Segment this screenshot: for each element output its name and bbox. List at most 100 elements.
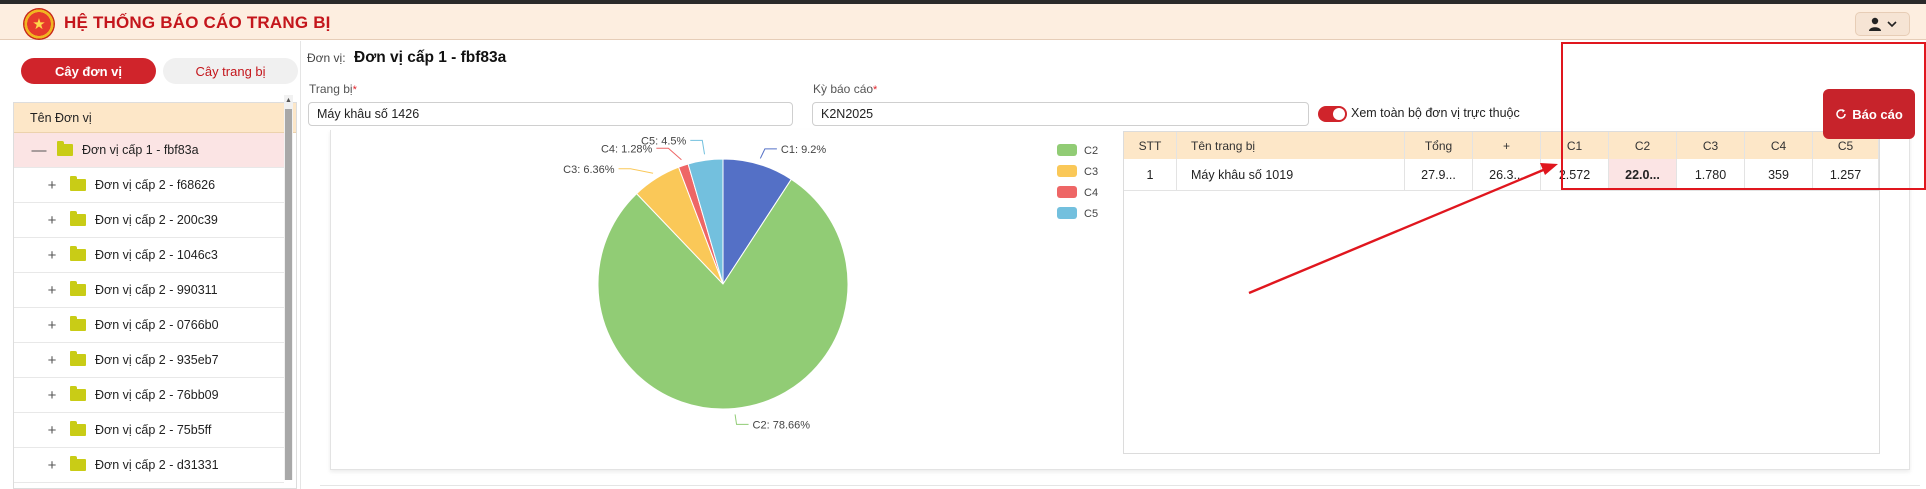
tree-node-label: Đơn vị cấp 2 - d31331 [95,458,219,472]
pie-label-line [690,139,706,155]
equipment-label: Trang bị* [309,82,357,96]
tree-node-label: Đơn vị cấp 2 - 935eb7 [95,353,219,367]
tree-node-label: Đơn vị cấp 2 - 1046c3 [95,248,218,262]
pie-label-line [759,148,777,159]
tree-node-child[interactable]: + Đơn vị cấp 2 - 75b5ff [14,413,284,448]
tree-scrollbar[interactable]: ▲ [284,95,293,480]
tree-node-label: Đơn vị cấp 2 - 75b5ff [95,423,212,437]
tree-node-label: Đơn vị cấp 2 - 76bb09 [95,388,219,402]
tab-unit-tree[interactable]: Cây đơn vị [21,58,156,84]
tree-node-child[interactable]: + Đơn vị cấp 2 - d31331 [14,448,284,483]
legend-label[interactable]: C5 [1084,208,1098,220]
tree-column-header: Tên Đơn vị [14,103,296,133]
column-header[interactable]: C4 [1745,132,1813,159]
tree-node-child[interactable]: + Đơn vị cấp 2 - 76bb09 [14,378,284,413]
legend-swatch[interactable] [1057,186,1077,198]
folder-icon [70,386,86,401]
legend-label[interactable]: C2 [1084,145,1098,157]
folder-icon [70,316,86,331]
sidebar: Cây đơn vị Cây trang bị Tên Đơn vị — Đơn… [0,41,300,489]
tree-node-label: Đơn vị cấp 1 - fbf83a [82,143,199,157]
pie-data-label: C3: 6.36% [563,164,615,176]
expand-icon[interactable]: + [47,351,57,369]
table-cell: 22.0... [1609,159,1677,190]
pie-label-line [656,147,682,161]
folder-icon [70,456,86,471]
expand-icon[interactable]: + [47,281,57,299]
app-title: HỆ THỐNG BÁO CÁO TRANG BỊ [64,13,331,32]
user-menu-button[interactable] [1855,12,1910,36]
column-header[interactable]: STT [1124,132,1177,159]
pie-data-label: C2: 78.66% [753,419,811,431]
legend-label[interactable]: C3 [1084,166,1098,178]
report-button-label: Báo cáo [1852,106,1903,122]
pie-label-line [734,414,749,425]
tree-node-child[interactable]: + Đơn vị cấp 2 - f68626 [14,168,284,203]
table-header-row: STT Tên trang bị Tổng + C1 C2 C3 C4 C5 [1124,132,1879,159]
folder-icon [57,141,73,156]
tree-node-label: Đơn vị cấp 2 - 990311 [95,283,218,297]
chevron-down-icon [1887,21,1897,28]
required-mark: * [352,84,357,96]
column-header[interactable]: C2 [1609,132,1677,159]
folder-icon [70,281,86,296]
equipment-label-text: Trang bị [309,82,353,96]
pie-chart: C1: 9.2% C2: 78.66% C3: 6.36% C4: 1.28%C5: … [563,135,1098,431]
next-panel-edge [320,485,1920,489]
scroll-up-icon[interactable]: ▲ [285,97,292,104]
unit-label: Đơn vị: [307,51,346,65]
table-cell: 359 [1745,159,1813,190]
legend-swatch[interactable] [1057,165,1077,177]
column-header[interactable]: C5 [1813,132,1879,159]
tree-node-child[interactable]: + Đơn vị cấp 2 - 0766b0 [14,308,284,343]
app-header: ★ HỆ THỐNG BÁO CÁO TRANG BỊ [0,4,1926,40]
pie-label-line [618,168,654,174]
tree-node-root[interactable]: — Đơn vị cấp 1 - fbf83a [14,133,284,168]
column-header[interactable]: + [1473,132,1541,159]
tab-equipment-tree[interactable]: Cây trang bị [163,58,298,84]
expand-icon[interactable]: + [47,246,57,264]
table-cell: 2.572 [1541,159,1609,190]
tree-node-label: Đơn vị cấp 2 - 0766b0 [95,318,219,332]
pie-data-label: C4: 1.28% [601,143,653,155]
expand-icon[interactable]: + [47,386,57,404]
report-button[interactable]: Báo cáo [1823,89,1915,139]
tree-node-child[interactable]: + Đơn vị cấp 2 - 200c39 [14,203,284,238]
table-cell: 1.780 [1677,159,1745,190]
include-subunits-toggle[interactable] [1318,106,1347,122]
tree-node-child[interactable]: + Đơn vị cấp 2 - 935eb7 [14,343,284,378]
period-select[interactable]: K2N2025 [812,102,1309,126]
expand-icon[interactable]: + [47,211,57,229]
tree-node-label: Đơn vị cấp 2 - 200c39 [95,213,218,227]
equipment-select[interactable]: Máy khâu số 1426 [308,102,793,126]
folder-icon [70,246,86,261]
main-divider [300,41,301,489]
emblem-logo: ★ [23,8,55,40]
column-header[interactable]: C1 [1541,132,1609,159]
column-header[interactable]: Tên trang bị [1177,132,1405,159]
tree-node-child[interactable]: + Đơn vị cấp 2 - 1046c3 [14,238,284,273]
required-mark: * [873,84,878,96]
tree-node-child[interactable]: + Đơn vị cấp 2 - 990311 [14,273,284,308]
scroll-thumb[interactable] [285,109,292,480]
pie-data-label: C1: 9.2% [781,144,826,156]
column-header[interactable]: C3 [1677,132,1745,159]
folder-icon [70,421,86,436]
legend-swatch[interactable] [1057,207,1077,219]
column-header[interactable]: Tổng [1405,132,1473,159]
legend-label[interactable]: C4 [1084,187,1098,199]
top-border [0,0,1926,4]
expand-icon[interactable]: + [47,316,57,334]
expand-icon[interactable]: + [47,456,57,474]
pie-slice-c2[interactable] [597,178,849,410]
pie-slice-c5[interactable] [687,158,724,285]
legend-swatch[interactable] [1057,144,1077,156]
expand-icon[interactable]: + [47,176,57,194]
include-subunits-label: Xem toàn bộ đơn vị trực thuộc [1351,106,1520,120]
folder-icon [70,211,86,226]
expand-icon[interactable]: + [47,421,57,439]
table-cell: 27.9... [1405,159,1473,190]
collapse-icon[interactable]: — [31,141,47,159]
table-cell: 26.3... [1473,159,1541,190]
folder-icon [70,176,86,191]
